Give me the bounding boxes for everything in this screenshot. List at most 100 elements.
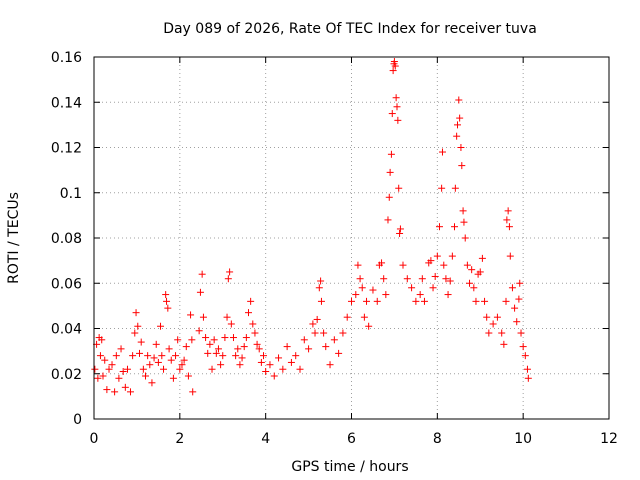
data-point — [517, 329, 525, 337]
data-point — [162, 291, 170, 299]
data-point — [229, 334, 237, 342]
data-point — [119, 367, 127, 375]
data-point — [204, 349, 212, 357]
data-point — [451, 184, 459, 192]
data-point — [121, 383, 129, 391]
data-point — [384, 216, 392, 224]
data-point — [322, 343, 330, 351]
data-point — [313, 315, 321, 323]
data-point — [96, 352, 104, 360]
data-point — [440, 261, 448, 269]
data-point — [458, 162, 466, 170]
y-tick-label: 0.02 — [51, 367, 82, 383]
data-point — [388, 110, 396, 118]
data-point — [389, 67, 397, 75]
data-point — [504, 207, 512, 215]
data-point — [380, 275, 388, 283]
x-tick-label: 0 — [90, 431, 99, 447]
data-point — [137, 338, 145, 346]
data-point — [460, 218, 468, 226]
data-point — [283, 343, 291, 351]
data-point — [180, 356, 188, 364]
data-point — [111, 388, 119, 396]
data-point — [251, 329, 259, 337]
data-point — [508, 284, 516, 292]
data-point — [279, 365, 287, 373]
data-point — [266, 361, 274, 369]
data-point — [182, 343, 190, 351]
data-point — [438, 148, 446, 156]
data-point — [148, 379, 156, 387]
y-tick-label: 0 — [73, 412, 82, 428]
data-point — [456, 114, 464, 122]
data-point — [444, 291, 452, 299]
y-tick-label: 0.16 — [51, 50, 82, 66]
data-point — [212, 349, 220, 357]
data-point — [236, 361, 244, 369]
data-point — [223, 313, 231, 321]
data-point — [363, 297, 371, 305]
data-point — [105, 365, 113, 373]
x-tick-label: 10 — [514, 431, 532, 447]
data-point — [134, 322, 142, 330]
axis-ticks — [93, 56, 610, 420]
data-point — [202, 334, 210, 342]
data-point — [219, 352, 227, 360]
data-point — [523, 365, 531, 373]
data-point — [178, 361, 186, 369]
data-point — [451, 223, 458, 231]
data-point — [352, 291, 360, 299]
data-point — [227, 320, 235, 328]
x-axis-label: GPS time / hours — [291, 459, 408, 475]
data-point — [158, 352, 166, 360]
data-point — [335, 349, 343, 357]
data-point — [387, 150, 395, 158]
data-point — [292, 352, 300, 360]
data-point — [446, 277, 454, 285]
data-point — [453, 132, 461, 140]
data-point — [210, 336, 218, 344]
data-point — [196, 288, 204, 296]
y-tick-label: 0.08 — [51, 231, 82, 247]
data-point — [309, 320, 317, 328]
data-point — [524, 374, 532, 382]
data-point — [164, 304, 172, 312]
data-point — [163, 297, 171, 305]
data-point — [317, 277, 325, 285]
data-point — [390, 58, 398, 66]
data-point — [396, 225, 404, 233]
data-point — [433, 252, 441, 260]
data-point — [165, 345, 173, 353]
data-point — [418, 275, 426, 283]
data-point — [454, 121, 462, 129]
data-point — [429, 284, 437, 292]
data-point — [135, 349, 143, 357]
data-points — [91, 58, 532, 396]
data-point — [189, 388, 197, 396]
y-tick-label: 0.06 — [51, 276, 82, 292]
data-point — [144, 352, 152, 360]
data-point — [91, 365, 99, 373]
x-tick-label: 12 — [600, 431, 618, 447]
data-point — [511, 304, 519, 312]
data-point — [187, 311, 195, 319]
data-point — [339, 329, 347, 337]
data-point — [408, 284, 416, 292]
data-point — [356, 275, 364, 283]
data-point — [394, 116, 402, 124]
data-point — [174, 336, 182, 344]
data-point — [275, 354, 283, 362]
data-point — [188, 336, 196, 344]
data-point — [142, 372, 149, 380]
data-point — [478, 254, 486, 262]
data-point — [498, 329, 506, 337]
data-point — [515, 295, 523, 303]
data-point — [343, 313, 351, 321]
data-point — [483, 313, 491, 321]
data-point — [103, 386, 111, 394]
data-point — [112, 352, 120, 360]
data-point — [358, 284, 366, 292]
data-point — [516, 279, 524, 287]
data-point — [502, 297, 510, 305]
